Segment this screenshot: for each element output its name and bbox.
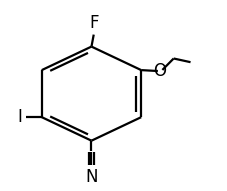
Text: I: I bbox=[18, 108, 22, 126]
Text: O: O bbox=[153, 62, 165, 80]
Text: F: F bbox=[89, 14, 98, 32]
Text: N: N bbox=[85, 168, 97, 186]
